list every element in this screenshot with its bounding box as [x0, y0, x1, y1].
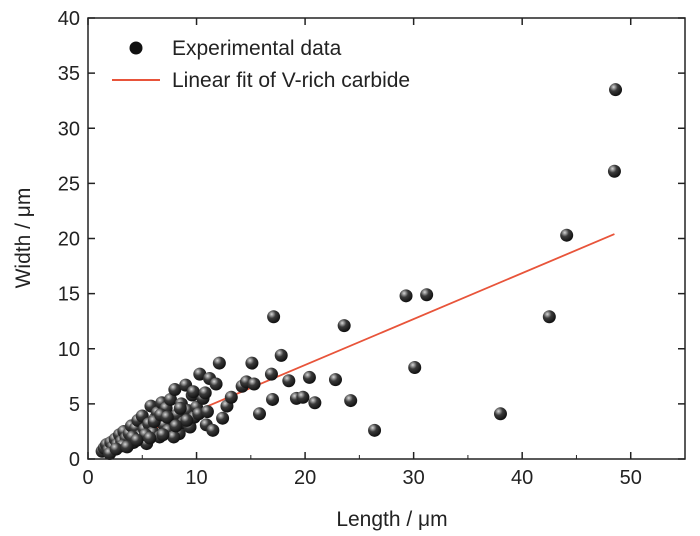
data-point	[253, 407, 267, 421]
axes: 0 10 20 30 40 50 0 5 10 15 20 25 30 35 40	[58, 8, 686, 489]
y-tick-label: 5	[69, 394, 80, 416]
y-tick-label: 15	[58, 284, 80, 306]
data-point	[163, 392, 177, 406]
data-point	[156, 428, 170, 442]
legend-label-fit: Linear fit of V-rich carbide	[172, 69, 410, 92]
data-point	[296, 390, 310, 404]
y-tick-label: 25	[58, 173, 80, 195]
data-point	[168, 383, 182, 397]
data-point	[167, 430, 181, 444]
data-point	[308, 396, 322, 410]
data-point	[542, 310, 556, 324]
x-tick-label: 40	[511, 467, 533, 489]
data-point	[200, 405, 214, 419]
data-point	[209, 377, 223, 391]
data-point	[609, 83, 623, 97]
x-tick-label: 10	[185, 467, 207, 489]
y-tick-label: 30	[58, 118, 80, 140]
x-axis-label: Length / μm	[336, 508, 447, 531]
data-point	[399, 289, 413, 303]
data-point	[264, 367, 278, 381]
data-point	[337, 319, 351, 333]
x-tick-label: 0	[82, 467, 93, 489]
data-point	[274, 348, 288, 362]
y-tick-label: 0	[69, 449, 80, 471]
y-axis-label: Width / μm	[12, 188, 35, 289]
x-tick-label: 20	[294, 467, 316, 489]
data-point	[328, 373, 342, 387]
data-point	[247, 377, 261, 391]
data-point	[173, 401, 187, 415]
data-point	[344, 394, 358, 408]
data-point	[160, 410, 174, 424]
data-point	[169, 419, 183, 433]
x-tick-label: 50	[620, 467, 642, 489]
data-point	[216, 411, 230, 425]
data-point	[130, 433, 144, 447]
y-tick-label: 40	[58, 8, 80, 30]
y-tick-label: 35	[58, 63, 80, 85]
legend-marker-experimental	[129, 41, 143, 55]
data-point	[408, 360, 422, 374]
data-point	[607, 164, 621, 178]
data-point	[198, 386, 212, 400]
data-point	[212, 356, 226, 370]
data-point	[560, 228, 574, 242]
data-point	[493, 407, 507, 421]
data-point	[180, 413, 194, 427]
legend: Experimental data Linear fit of V-rich c…	[112, 37, 410, 92]
data-point	[245, 356, 259, 370]
data-point	[368, 423, 382, 437]
y-tick-label: 10	[58, 339, 80, 361]
data-point	[302, 370, 316, 384]
x-tick-label: 30	[403, 467, 425, 489]
data-point	[282, 374, 296, 388]
data-point	[109, 442, 123, 456]
legend-label-experimental: Experimental data	[172, 37, 342, 60]
data-point	[186, 385, 200, 399]
data-point	[420, 288, 434, 302]
data-point	[143, 431, 157, 445]
data-point	[193, 367, 207, 381]
data-point	[206, 423, 220, 437]
data-point	[267, 310, 281, 324]
y-tick-label: 20	[58, 229, 80, 251]
data-point	[120, 440, 134, 454]
data-point	[224, 390, 238, 404]
plot-area	[95, 83, 623, 460]
data-point	[266, 392, 280, 406]
